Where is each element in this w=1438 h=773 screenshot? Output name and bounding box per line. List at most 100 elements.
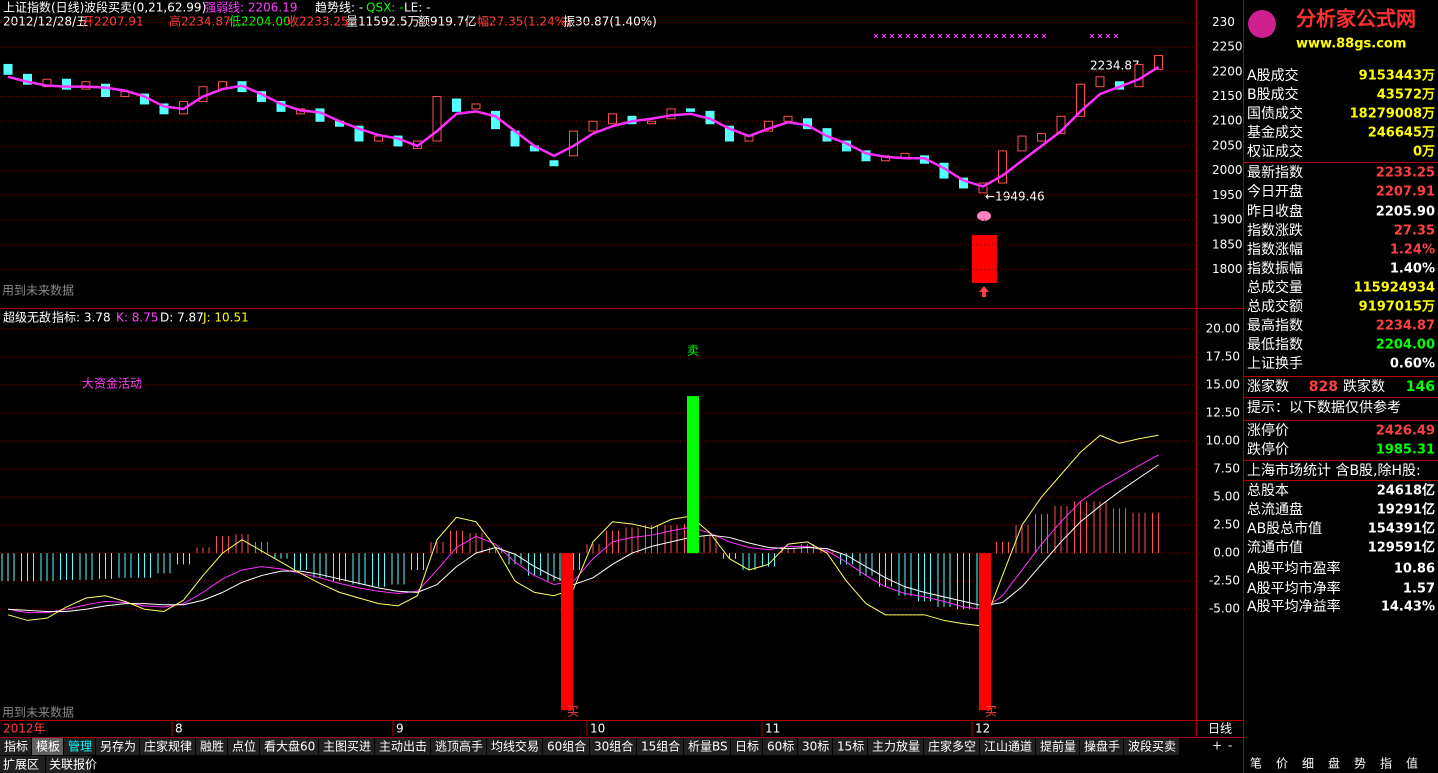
header-item: LE: -	[404, 1, 430, 15]
row-value: 14.43%	[1381, 600, 1435, 615]
row-value: 115924934	[1354, 281, 1435, 296]
control[interactable]: -	[1228, 739, 1232, 753]
tab-bg	[1036, 738, 1079, 755]
kdj-line	[7, 464, 1159, 612]
header-item: 波段买卖(0,21,62.99)	[84, 0, 206, 15]
y-tick-label: 2200	[1212, 64, 1243, 78]
tab[interactable]: 均线交易	[491, 739, 539, 754]
marker	[969, 33, 975, 39]
marker	[953, 33, 959, 39]
side-tab[interactable]: 细	[1302, 757, 1314, 771]
tab[interactable]: 看大盘60	[264, 739, 315, 754]
candle	[647, 120, 656, 125]
signal-label: 卖	[687, 344, 699, 358]
row-label: 上证换手	[1247, 355, 1303, 372]
y-tick-label: 1900	[1212, 213, 1243, 227]
y-tick-label: 7.50	[1213, 462, 1240, 476]
logo-url: www.88gs.com	[1296, 37, 1406, 52]
row-value: 2207.91	[1376, 185, 1435, 200]
tab[interactable]: 60组合	[547, 739, 586, 754]
tab[interactable]: 60标	[767, 740, 794, 754]
bottom-tab[interactable]: 扩展区	[3, 758, 39, 772]
side-tab[interactable]: 势	[1354, 757, 1366, 771]
row-label: 总股本	[1247, 483, 1289, 499]
y-tick-label: 2250	[1212, 40, 1243, 54]
row-label: 提示：以下数据仅供参考	[1247, 399, 1401, 416]
candle	[588, 120, 598, 132]
y-tick-label: 2150	[1212, 89, 1243, 103]
tab[interactable]: 庄家多空	[928, 739, 976, 754]
tab[interactable]: 另存为	[100, 740, 136, 754]
tab[interactable]: 析量BS	[688, 740, 728, 754]
tab[interactable]: 点位	[232, 739, 256, 754]
row-value: 43572万	[1377, 88, 1435, 103]
tab[interactable]: 融胜	[200, 739, 224, 754]
tab[interactable]: 江山通道	[984, 740, 1032, 754]
tab[interactable]: 主力放量	[872, 739, 920, 754]
tab[interactable]: 日标	[735, 740, 759, 754]
marker	[1041, 33, 1047, 39]
row-label: 涨停价	[1247, 422, 1289, 439]
row-value: 1.40%	[1390, 262, 1435, 277]
x-tick-label: 9	[396, 722, 404, 736]
kdj-line	[7, 434, 1159, 627]
kdj-line	[7, 454, 1159, 614]
tab-bg	[590, 738, 636, 755]
signal-bar	[561, 553, 573, 711]
marker	[913, 33, 919, 39]
candle	[354, 125, 364, 142]
indicator-title: D: 7.87	[160, 311, 204, 325]
marker	[961, 33, 967, 39]
tab-bg	[487, 738, 542, 755]
tab[interactable]: 主动出击	[379, 740, 427, 754]
candle	[491, 110, 500, 130]
control[interactable]: +	[1212, 739, 1222, 753]
tab[interactable]: 管理	[68, 739, 92, 754]
tab[interactable]: 庄家规律	[144, 739, 192, 754]
side-tab[interactable]: 指	[1380, 756, 1392, 771]
side-tab[interactable]: 笔	[1250, 756, 1262, 771]
tab-bg	[0, 738, 31, 755]
marker	[929, 33, 935, 39]
header-item: 上证指数(日线)	[3, 0, 84, 15]
marker	[905, 33, 911, 39]
signal-label: 买	[985, 705, 997, 719]
tab[interactable]: 主图买进	[323, 740, 371, 754]
indicator-label: 大资金活动	[82, 376, 142, 391]
side-tab[interactable]: 盘	[1328, 756, 1340, 771]
tab-bg	[868, 738, 923, 755]
tab[interactable]: 30标	[802, 740, 829, 754]
row-value: 828	[1309, 379, 1338, 395]
tab[interactable]: 15标	[837, 740, 864, 754]
row-value: 9197015万	[1359, 300, 1435, 315]
tab[interactable]: 操盘手	[1084, 739, 1120, 754]
side-tab[interactable]: 值	[1406, 756, 1418, 771]
tab[interactable]: 30组合	[594, 739, 633, 754]
row-value: 18279008万	[1350, 107, 1435, 122]
row-label: A股平均市盈率	[1247, 560, 1341, 577]
signal-bar	[687, 396, 699, 554]
marker	[1089, 33, 1095, 39]
tab[interactable]: 指标	[4, 739, 28, 754]
bottom-tab[interactable]: 关联报价	[49, 757, 97, 772]
frames	[0, 0, 1244, 773]
header-item: QSX: -	[366, 1, 403, 15]
logo-icon	[1248, 10, 1276, 38]
tab[interactable]: 15组合	[641, 739, 680, 754]
row-label: 最高指数	[1247, 317, 1303, 334]
header-item: 额919.7亿	[418, 14, 476, 29]
row-label: AB股总市值	[1247, 520, 1322, 537]
candle	[452, 98, 461, 112]
row-label: 指数振幅	[1247, 261, 1303, 277]
header-item: 强弱线: 2206.19	[204, 1, 297, 15]
tab[interactable]: 模板	[36, 740, 60, 754]
tab[interactable]: 波段买卖	[1128, 739, 1176, 754]
tab[interactable]: 逃顶高手	[435, 739, 483, 754]
tab-bg	[833, 738, 867, 755]
side-tab[interactable]: 价	[1276, 757, 1288, 771]
marker	[1113, 33, 1119, 39]
tab[interactable]: 提前量	[1040, 739, 1076, 754]
tab-bg	[0, 756, 45, 773]
tab-bg	[637, 738, 683, 755]
